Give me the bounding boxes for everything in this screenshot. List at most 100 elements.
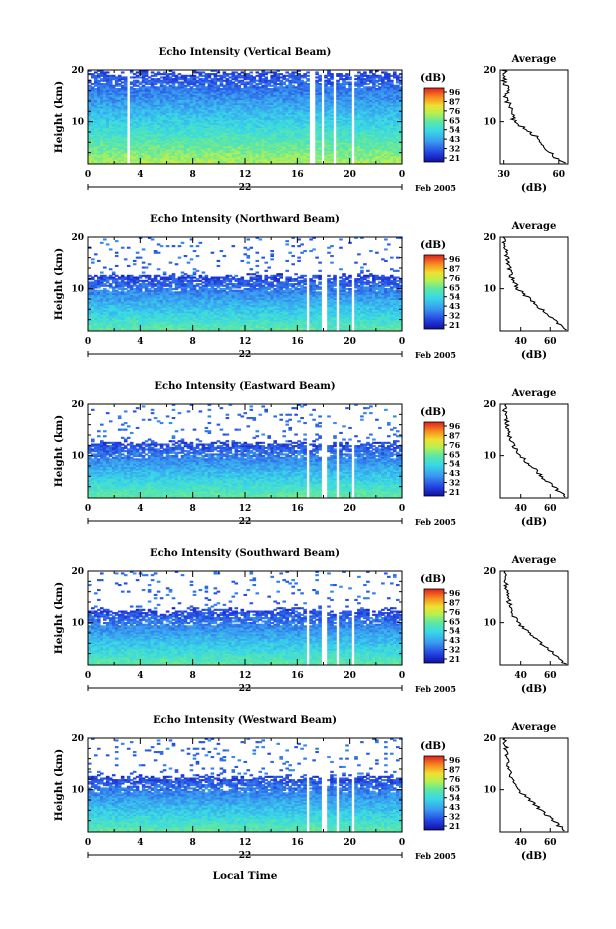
heatmap-cell: [171, 97, 176, 100]
heatmap-cell: [180, 111, 185, 114]
heatmap-cell: [91, 102, 95, 105]
heatmap-cell: [189, 124, 194, 127]
heatmap-cell: [318, 83, 322, 86]
heatmap-cell: [91, 124, 95, 127]
heatmap-cell: [129, 117, 134, 120]
heatmap-cell: [195, 119, 200, 122]
heatmap-cell: [117, 129, 122, 132]
heatmap-cell: [117, 130, 122, 133]
heatmap-cell: [108, 119, 113, 122]
heatmap-cell: [174, 135, 179, 138]
heatmap-cell: [123, 126, 128, 129]
heatmap-cell: [114, 126, 119, 129]
heatmap-cell: [168, 126, 173, 129]
heatmap-cell: [153, 124, 158, 127]
heatmap-cell: [180, 86, 185, 89]
heatmap-cell: [150, 142, 155, 145]
heatmap-cell: [162, 73, 167, 76]
heatmap-cell: [129, 71, 134, 74]
heatmap-cell: [153, 112, 158, 115]
heatmap-cell: [165, 96, 170, 99]
heatmap-cell: [171, 94, 176, 97]
heatmap-cell: [189, 147, 194, 150]
heatmap-cell: [135, 145, 140, 148]
heatmap-cell: [171, 92, 176, 95]
heatmap-cell: [108, 99, 113, 102]
heatmap-cell: [105, 83, 110, 86]
heatmap-cell: [180, 134, 185, 137]
heatmap-cell: [165, 152, 170, 155]
heatmap-cell: [147, 139, 152, 142]
heatmap-cell: [132, 145, 137, 148]
heatmap-cell: [120, 150, 125, 153]
heatmap-cell: [183, 117, 188, 120]
heatmap-cell: [165, 83, 170, 86]
heatmap-cell: [174, 94, 179, 97]
heatmap-cell: [165, 162, 170, 165]
heatmap-cell: [135, 88, 140, 91]
heatmap-cell: [88, 101, 92, 104]
heatmap-cell: [192, 83, 197, 86]
heatmap-cell: [150, 132, 155, 135]
heatmap-cell: [103, 107, 107, 110]
heatmap-cell: [103, 109, 107, 112]
heatmap-cell: [183, 124, 188, 127]
heatmap-cell: [183, 132, 188, 135]
heatmap-cell: [108, 91, 113, 94]
heatmap-cell: [97, 104, 101, 107]
heatmap-cell: [180, 109, 185, 112]
heatmap-cell: [189, 119, 194, 122]
heatmap-cell: [111, 116, 116, 119]
heatmap-cell: [183, 134, 188, 137]
heatmap-cell: [162, 129, 167, 132]
heatmap-cell: [129, 130, 134, 133]
heatmap-cell: [159, 81, 164, 84]
heatmap-cell: [174, 121, 179, 124]
heatmap-cell: [186, 157, 191, 160]
heatmap-cell: [141, 155, 146, 158]
heatmap-cell: [180, 129, 185, 132]
heatmap-cell: [88, 126, 92, 129]
heatmap-cell: [180, 91, 185, 94]
heatmap-cell: [192, 160, 197, 163]
heatmap-cell: [97, 97, 101, 100]
heatmap-cell: [192, 147, 197, 150]
heatmap-cell: [103, 88, 107, 91]
heatmap-cell: [177, 96, 182, 99]
heatmap-cell: [88, 112, 92, 115]
heatmap-cell: [135, 79, 140, 82]
heatmap-cell: [94, 155, 98, 158]
heatmap-cell: [114, 147, 119, 150]
heatmap-cell: [144, 117, 149, 120]
heatmap-cell: [144, 88, 149, 91]
heatmap-cell: [129, 119, 134, 122]
heatmap-cell: [162, 130, 167, 133]
heatmap-cell: [108, 96, 113, 99]
heatmap-cell: [120, 109, 125, 112]
heatmap-cell: [183, 144, 188, 147]
heatmap-cell: [123, 159, 128, 162]
heatmap-cell: [168, 145, 173, 148]
heatmap-cell: [150, 97, 155, 100]
heatmap-cell: [132, 162, 137, 165]
heatmap-cell: [144, 152, 149, 155]
heatmap-cell: [171, 154, 176, 157]
heatmap-cell: [177, 111, 182, 114]
heatmap-cell: [123, 127, 128, 130]
heatmap-cell: [144, 114, 149, 117]
heatmap-cell: [111, 111, 116, 114]
heatmap-cell: [156, 129, 161, 132]
heatmap-cell: [123, 140, 128, 143]
heatmap-cell: [171, 126, 176, 129]
heatmap-cell: [171, 89, 176, 92]
heatmap-cell: [174, 122, 179, 125]
heatmap-cell: [144, 94, 149, 97]
heatmap-cell: [183, 88, 188, 91]
heatmap-cell: [192, 121, 197, 124]
heatmap-cell: [180, 149, 185, 152]
heatmap-cell: [168, 154, 173, 157]
heatmap-cell: [180, 101, 185, 104]
heatmap-cell: [132, 104, 137, 107]
heatmap-cell: [114, 76, 119, 79]
